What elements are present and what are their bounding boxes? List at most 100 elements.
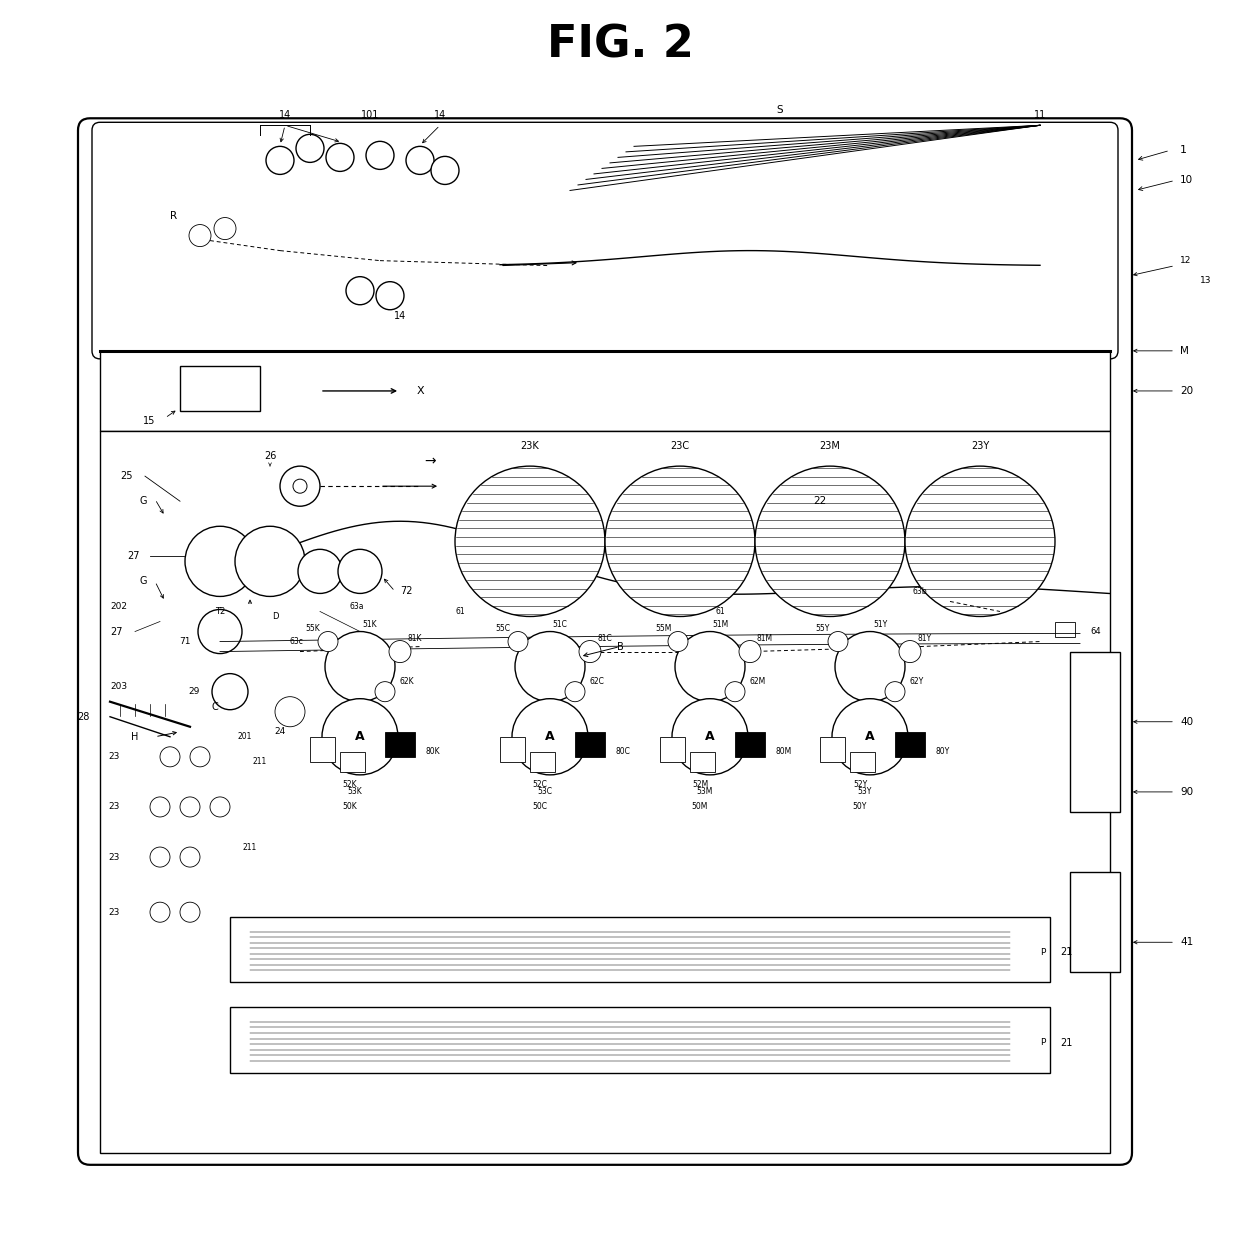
Circle shape bbox=[668, 631, 688, 651]
Text: 51M: 51M bbox=[712, 620, 728, 629]
Text: 50C: 50C bbox=[532, 803, 548, 812]
Text: 63a: 63a bbox=[350, 602, 365, 612]
Bar bbox=[660, 737, 684, 762]
Circle shape bbox=[389, 640, 410, 663]
Text: 15: 15 bbox=[143, 416, 155, 426]
Text: 52Y: 52Y bbox=[853, 781, 867, 789]
Text: 1: 1 bbox=[1180, 145, 1187, 155]
Circle shape bbox=[405, 147, 434, 174]
Text: 53Y: 53Y bbox=[858, 787, 872, 797]
Text: 55K: 55K bbox=[305, 624, 320, 633]
Circle shape bbox=[298, 549, 342, 593]
Text: 55Y: 55Y bbox=[815, 624, 830, 633]
Text: 90: 90 bbox=[1180, 787, 1193, 797]
Text: 211: 211 bbox=[253, 757, 267, 767]
Text: 62M: 62M bbox=[750, 677, 766, 686]
Circle shape bbox=[275, 696, 305, 727]
Text: 81M: 81M bbox=[756, 634, 773, 643]
Circle shape bbox=[180, 902, 200, 922]
Circle shape bbox=[366, 142, 394, 169]
Circle shape bbox=[190, 747, 210, 767]
Text: 10: 10 bbox=[1180, 175, 1193, 185]
Text: 23: 23 bbox=[109, 803, 120, 812]
Bar bbox=[100, 351, 1110, 431]
Text: 51K: 51K bbox=[362, 620, 377, 629]
Text: P: P bbox=[1040, 1038, 1045, 1047]
Bar bbox=[1070, 651, 1120, 812]
Text: 22: 22 bbox=[813, 496, 827, 506]
Text: 63b: 63b bbox=[913, 587, 928, 595]
Text: A: A bbox=[546, 731, 554, 743]
Text: S: S bbox=[776, 106, 784, 116]
Text: 24: 24 bbox=[274, 727, 285, 736]
Circle shape bbox=[326, 143, 353, 172]
Text: 53M: 53M bbox=[697, 787, 713, 797]
Bar bbox=[529, 752, 556, 772]
Circle shape bbox=[150, 846, 170, 868]
Bar bbox=[735, 732, 765, 757]
Text: 62C: 62C bbox=[590, 677, 605, 686]
Text: 27: 27 bbox=[110, 626, 123, 636]
Bar bbox=[310, 737, 335, 762]
Circle shape bbox=[150, 797, 170, 817]
Circle shape bbox=[832, 699, 908, 774]
FancyBboxPatch shape bbox=[92, 122, 1118, 359]
Circle shape bbox=[317, 631, 339, 651]
Text: 55C: 55C bbox=[495, 624, 510, 633]
Text: 71: 71 bbox=[180, 638, 191, 646]
Bar bbox=[229, 917, 1050, 982]
Circle shape bbox=[579, 640, 601, 663]
Circle shape bbox=[565, 681, 585, 702]
Text: 53K: 53K bbox=[347, 787, 362, 797]
Text: 81C: 81C bbox=[598, 634, 613, 643]
Text: 62K: 62K bbox=[401, 677, 414, 686]
Bar bbox=[180, 365, 260, 411]
Circle shape bbox=[899, 640, 921, 663]
Text: 51C: 51C bbox=[553, 620, 568, 629]
Circle shape bbox=[180, 846, 200, 868]
Circle shape bbox=[755, 466, 905, 617]
Circle shape bbox=[512, 699, 588, 774]
Bar bbox=[849, 752, 875, 772]
Text: 27: 27 bbox=[128, 552, 140, 562]
Circle shape bbox=[672, 699, 748, 774]
Circle shape bbox=[185, 526, 255, 597]
Text: 72: 72 bbox=[401, 587, 413, 597]
Text: B: B bbox=[616, 641, 624, 651]
Circle shape bbox=[267, 147, 294, 174]
Text: 14: 14 bbox=[279, 111, 291, 121]
Text: 23K: 23K bbox=[521, 441, 539, 451]
Text: →: → bbox=[424, 454, 435, 469]
Text: FIG. 2: FIG. 2 bbox=[547, 24, 693, 67]
Text: 61: 61 bbox=[715, 607, 725, 617]
Text: 28: 28 bbox=[78, 712, 91, 722]
Circle shape bbox=[675, 631, 745, 702]
Text: P: P bbox=[1040, 948, 1045, 957]
Circle shape bbox=[188, 225, 211, 246]
Bar bbox=[575, 732, 605, 757]
Text: 20: 20 bbox=[1180, 385, 1193, 397]
Text: 51Y: 51Y bbox=[873, 620, 887, 629]
Text: 202: 202 bbox=[110, 602, 126, 612]
Text: 25: 25 bbox=[120, 471, 133, 481]
Text: 101: 101 bbox=[361, 111, 379, 121]
Text: 23: 23 bbox=[109, 853, 120, 861]
Circle shape bbox=[376, 282, 404, 310]
Circle shape bbox=[725, 681, 745, 702]
Text: 64: 64 bbox=[1090, 626, 1101, 636]
Text: 41: 41 bbox=[1180, 937, 1193, 947]
Text: 21: 21 bbox=[1060, 947, 1073, 957]
Circle shape bbox=[236, 526, 305, 597]
Circle shape bbox=[160, 747, 180, 767]
FancyBboxPatch shape bbox=[78, 118, 1132, 1165]
Bar bbox=[895, 732, 925, 757]
Text: T2: T2 bbox=[215, 607, 226, 617]
Circle shape bbox=[455, 466, 605, 617]
Bar bbox=[820, 737, 844, 762]
Text: 50K: 50K bbox=[342, 803, 357, 812]
Text: 23: 23 bbox=[109, 907, 120, 916]
Text: R: R bbox=[170, 210, 177, 220]
Circle shape bbox=[508, 631, 528, 651]
Circle shape bbox=[212, 674, 248, 710]
Circle shape bbox=[180, 797, 200, 817]
